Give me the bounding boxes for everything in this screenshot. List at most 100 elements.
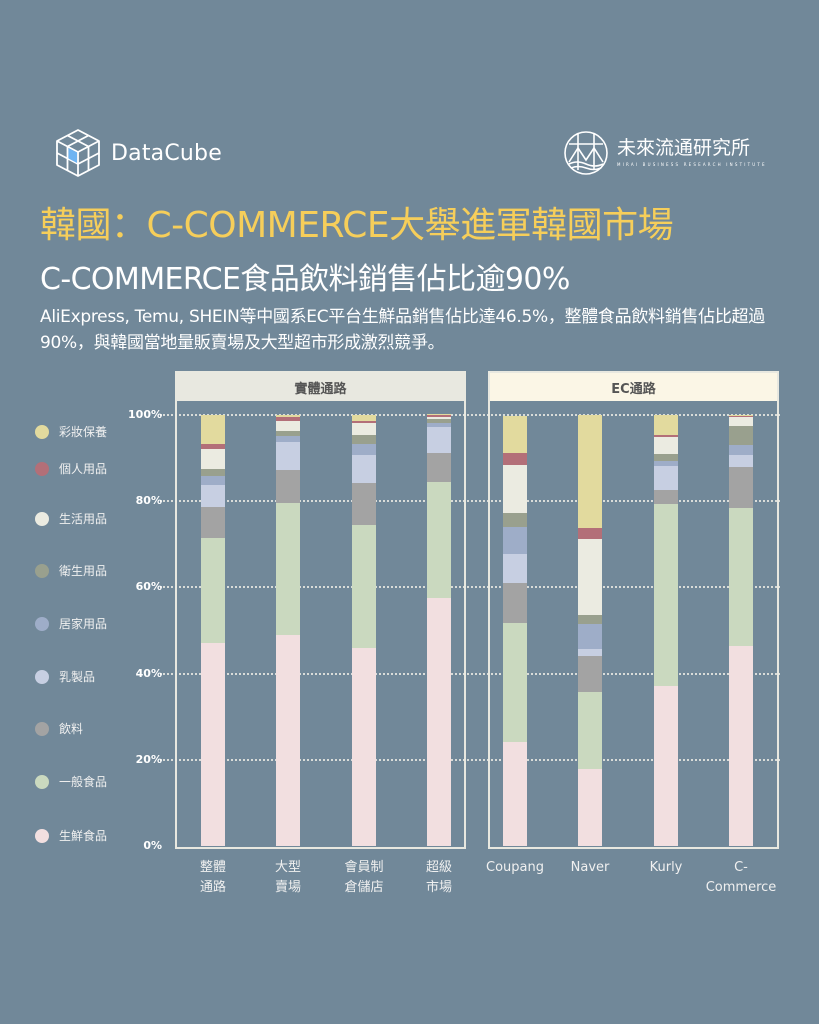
bar-segment xyxy=(352,415,376,421)
gridline xyxy=(160,586,780,589)
bar-會員制倉儲店 xyxy=(352,415,376,846)
legend-swatch-icon xyxy=(35,563,49,578)
legend-label: 一般食品 xyxy=(59,775,108,789)
legend-swatch-icon xyxy=(35,424,49,439)
bar-segment xyxy=(201,449,225,469)
page-title: 韓國：C-COMMERCE大舉進軍韓國市場 xyxy=(40,205,674,246)
bar-segment xyxy=(201,484,225,507)
gridline xyxy=(160,500,780,503)
y-tick-label: 80% xyxy=(135,494,162,508)
bar-Naver xyxy=(578,415,602,846)
legend-swatch-icon xyxy=(35,828,49,843)
bar-segment xyxy=(578,624,602,650)
legend-swatch-icon xyxy=(35,721,49,736)
page-subtitle: C-COMMERCE食品飲料銷售佔比逾90% xyxy=(40,262,570,297)
bar-segment xyxy=(578,655,602,692)
bar-segment xyxy=(201,468,225,476)
legend-item: 一般食品 xyxy=(35,773,107,790)
bar-segment xyxy=(352,648,376,846)
bar-Kurly xyxy=(654,415,678,846)
x-axis-label: 整體 通路 xyxy=(199,860,226,895)
bar-segment xyxy=(729,416,753,427)
legend-label: 居家用品 xyxy=(59,617,108,631)
bar-segment xyxy=(729,455,753,468)
bar-segment xyxy=(578,614,602,625)
bar-segment xyxy=(503,623,527,743)
legend-item: 生活用品 xyxy=(35,510,107,527)
x-axis-label: Coupang xyxy=(486,860,544,875)
gridline xyxy=(160,672,780,675)
bar-segment xyxy=(503,742,527,846)
bar-segment xyxy=(201,506,225,538)
y-tick-label: 0% xyxy=(143,839,162,852)
bar-segment xyxy=(427,427,451,453)
cube-icon xyxy=(56,129,100,177)
gridline xyxy=(160,414,780,416)
bar-segment xyxy=(427,416,451,420)
legend-item: 乳製品 xyxy=(35,668,95,685)
bar-segment xyxy=(578,415,602,528)
bar-segment xyxy=(503,452,527,465)
mirai-subname: MIRAI BUSINESS RESEARCH INSTITUTE xyxy=(617,162,767,167)
bar-segment xyxy=(352,422,376,435)
bar-segment xyxy=(276,502,300,635)
y-tick-label: 20% xyxy=(135,752,162,766)
x-axis-label: 大型 賣場 xyxy=(274,860,301,895)
bar-segment xyxy=(276,415,300,418)
bar-segment xyxy=(352,483,376,526)
bar-segment xyxy=(427,481,451,599)
bar-segment xyxy=(503,554,527,583)
bar-segment xyxy=(276,469,300,503)
bar-segment xyxy=(427,598,451,846)
bar-segment xyxy=(578,527,602,539)
legend-label: 衛生用品 xyxy=(59,564,108,578)
y-tick-label: 60% xyxy=(135,580,162,594)
bar-C-Commerce xyxy=(729,415,753,846)
bar-segment xyxy=(201,415,225,444)
legend-label: 飲料 xyxy=(59,722,84,736)
legend-swatch-icon xyxy=(35,511,49,526)
bar-segment xyxy=(654,415,678,436)
bar-segment xyxy=(352,525,376,649)
bar-segment xyxy=(201,475,225,485)
bar-segment xyxy=(578,691,602,769)
y-tick-label: 40% xyxy=(135,666,162,680)
y-tick-label: 100% xyxy=(128,408,162,421)
bar-segment xyxy=(729,445,753,456)
bar-segment xyxy=(578,538,602,615)
datacube-logo: DataCube xyxy=(55,128,222,178)
bar-segment xyxy=(427,414,451,416)
panel-header-physical: 實體通路 xyxy=(177,373,464,401)
legend-item: 飲料 xyxy=(35,720,83,737)
legend-label: 彩妝保養 xyxy=(59,425,108,439)
bar-超級市場 xyxy=(427,414,451,846)
bar-segment xyxy=(352,454,376,484)
mirai-name: 未來流通研究所 xyxy=(617,137,751,159)
legend-item: 衛生用品 xyxy=(35,562,107,579)
x-axis-label: Naver xyxy=(570,860,610,875)
mirai-emblem-icon xyxy=(564,131,608,175)
legend-item: 生鮮食品 xyxy=(35,827,107,844)
bar-segment xyxy=(654,461,678,466)
bar-segment xyxy=(201,537,225,643)
panel-ec: EC通路 xyxy=(488,371,779,849)
bar-segment xyxy=(729,507,753,646)
bar-segment xyxy=(654,490,678,505)
datacube-brand: DataCube xyxy=(111,140,222,166)
bar-Coupang xyxy=(503,415,527,846)
legend-label: 生活用品 xyxy=(59,512,108,526)
page-description: AliExpress, Temu, SHEIN等中國系EC平台生鮮品銷售佔比達4… xyxy=(40,307,765,353)
bar-segment xyxy=(352,444,376,455)
panel-header-ec: EC通路 xyxy=(490,373,777,401)
bar-segment xyxy=(276,441,300,470)
bar-segment xyxy=(503,513,527,528)
x-axis-label: 會員制 倉儲店 xyxy=(344,860,384,895)
bar-segment xyxy=(276,634,300,846)
bar-segment xyxy=(503,582,527,624)
bar-segment xyxy=(729,645,753,846)
x-axis-label: 超級 市場 xyxy=(425,860,452,895)
bar-segment xyxy=(276,430,300,437)
bar-segment xyxy=(201,443,225,450)
bar-segment xyxy=(427,419,451,423)
legend-swatch-icon xyxy=(35,669,49,684)
